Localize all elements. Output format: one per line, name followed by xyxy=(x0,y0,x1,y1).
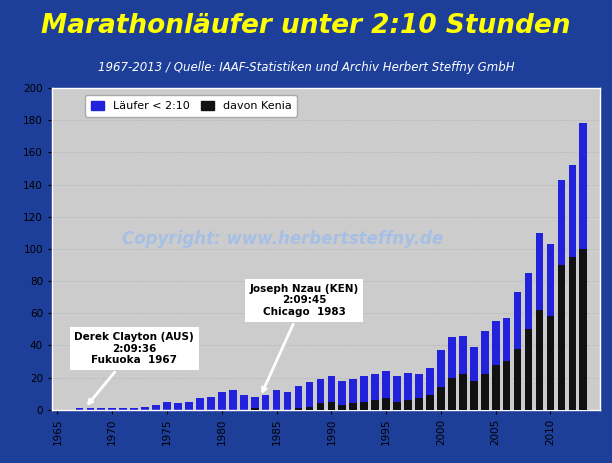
Bar xyxy=(470,347,477,410)
Bar xyxy=(130,408,138,410)
Bar xyxy=(218,392,226,410)
Bar xyxy=(97,408,105,410)
Bar xyxy=(382,371,390,410)
Bar xyxy=(404,373,412,410)
Bar xyxy=(86,408,94,410)
Bar xyxy=(141,407,149,410)
Bar xyxy=(349,403,357,410)
Bar xyxy=(459,375,467,410)
Text: Copyright: www.herbertsteffny.de: Copyright: www.herbertsteffny.de xyxy=(122,230,442,248)
Bar xyxy=(448,338,456,410)
Bar xyxy=(437,350,445,410)
Bar xyxy=(108,408,116,410)
Bar xyxy=(349,379,357,410)
Bar xyxy=(338,405,346,410)
Bar xyxy=(75,408,83,410)
Bar xyxy=(327,402,335,410)
Text: Derek Clayton (AUS)
2:09:36
Fukuoka  1967: Derek Clayton (AUS) 2:09:36 Fukuoka 1967 xyxy=(74,332,194,404)
Bar xyxy=(558,180,565,410)
Bar xyxy=(327,376,335,410)
Bar xyxy=(524,273,532,410)
Bar xyxy=(163,402,171,410)
Bar xyxy=(415,399,423,410)
Bar xyxy=(524,329,532,410)
Text: Marathonläufer unter 2:10 Stunden: Marathonläufer unter 2:10 Stunden xyxy=(41,13,571,39)
Bar xyxy=(580,249,587,410)
Bar xyxy=(273,390,280,410)
Bar xyxy=(459,336,467,410)
Bar xyxy=(316,379,324,410)
Bar xyxy=(316,403,324,410)
Legend: Läufer < 2:10, davon Kenia: Läufer < 2:10, davon Kenia xyxy=(85,95,297,117)
Bar xyxy=(536,310,543,410)
Bar xyxy=(503,362,510,410)
Bar xyxy=(185,402,193,410)
Bar xyxy=(404,400,412,410)
Bar xyxy=(513,292,521,410)
Text: Joseph Nzau (KEN)
2:09:45
Chicago  1983: Joseph Nzau (KEN) 2:09:45 Chicago 1983 xyxy=(249,284,359,392)
Bar xyxy=(426,395,434,410)
Bar xyxy=(240,395,248,410)
Bar xyxy=(305,382,313,410)
Bar xyxy=(119,408,127,410)
Bar xyxy=(547,244,554,410)
Bar xyxy=(503,318,510,410)
Bar xyxy=(580,123,587,410)
Bar xyxy=(394,376,401,410)
Bar xyxy=(481,331,488,410)
Bar xyxy=(470,381,477,410)
Bar xyxy=(207,397,215,410)
Bar xyxy=(371,400,379,410)
Bar xyxy=(536,233,543,410)
Bar xyxy=(305,407,313,410)
Bar xyxy=(251,397,258,410)
Bar xyxy=(426,368,434,410)
Bar xyxy=(174,403,182,410)
Bar xyxy=(360,402,368,410)
Bar xyxy=(437,387,445,410)
Bar xyxy=(229,390,237,410)
Bar xyxy=(481,375,488,410)
Bar xyxy=(415,375,423,410)
Bar xyxy=(262,395,269,410)
Bar xyxy=(513,349,521,410)
Bar xyxy=(547,316,554,410)
Bar xyxy=(284,392,291,410)
Bar xyxy=(492,365,499,410)
Bar xyxy=(294,386,302,410)
Text: 1967-2013 / Quelle: IAAF-Statistiken und Archiv Herbert Steffny GmbH: 1967-2013 / Quelle: IAAF-Statistiken und… xyxy=(98,61,514,74)
Bar xyxy=(152,405,160,410)
Bar xyxy=(196,399,204,410)
Bar xyxy=(251,408,258,410)
Bar xyxy=(448,378,456,410)
Bar xyxy=(371,375,379,410)
Bar xyxy=(492,321,499,410)
Bar xyxy=(294,408,302,410)
Bar xyxy=(338,381,346,410)
Bar xyxy=(558,265,565,410)
Bar xyxy=(569,165,577,410)
Bar xyxy=(382,399,390,410)
Bar xyxy=(360,376,368,410)
Bar xyxy=(569,257,577,410)
Bar xyxy=(394,402,401,410)
